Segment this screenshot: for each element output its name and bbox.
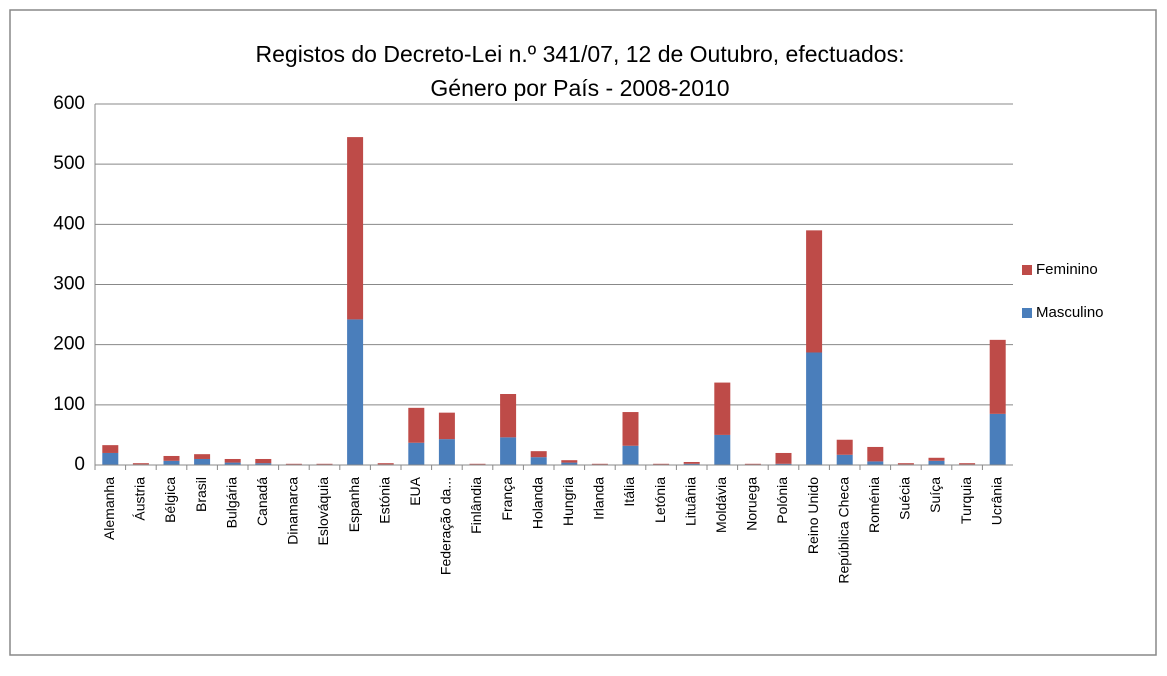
y-tick-label: 0 — [74, 454, 85, 475]
x-tick-label: Roménia — [866, 477, 882, 533]
x-tick-label: Itália — [621, 477, 637, 507]
bar-segment — [194, 454, 211, 459]
bar-segment — [989, 413, 1006, 465]
y-tick-label: 600 — [53, 93, 85, 114]
bar-segment — [255, 463, 272, 465]
x-tick-label: Irlanda — [591, 477, 607, 520]
x-tick-label: Suécia — [897, 477, 913, 520]
bar-segment — [775, 463, 792, 465]
bar-segment — [132, 463, 149, 465]
bar-segment — [989, 339, 1006, 414]
bar-segment — [591, 463, 608, 465]
x-tick-label: Eslováquia — [315, 477, 331, 546]
x-tick-label: EUA — [407, 476, 423, 505]
legend-label: Feminino — [1036, 261, 1098, 278]
bar-segment — [561, 460, 578, 463]
bar-segment — [347, 137, 364, 320]
bar-segment — [469, 463, 486, 465]
bar-segment — [622, 412, 639, 446]
bar-segment — [928, 460, 945, 465]
bar-segment — [959, 463, 976, 465]
bar-segment — [224, 458, 241, 463]
bar-segment — [285, 463, 302, 465]
bar-segment — [408, 407, 425, 443]
bar-segment — [500, 394, 517, 438]
x-tick-label: Letónia — [652, 477, 668, 523]
bar-segment — [836, 454, 853, 465]
bar-segment — [530, 451, 547, 458]
bar-segment — [102, 445, 119, 453]
x-tick-label: Estónia — [376, 477, 392, 524]
bar-segment — [408, 442, 425, 465]
bar-segment — [897, 463, 914, 465]
bar-segment — [255, 458, 272, 464]
bar-segment — [194, 458, 211, 465]
x-tick-label: Áustria — [132, 477, 148, 521]
bar-segment — [438, 439, 455, 465]
x-tick-label: Ucrânia — [988, 477, 1004, 525]
x-tick-label: Hungria — [560, 477, 576, 526]
x-tick-label: Lituânia — [682, 477, 698, 526]
bar-segment — [806, 352, 823, 465]
bar-segment — [744, 463, 761, 465]
chart-frame — [9, 9, 1157, 656]
bar-segment — [653, 463, 670, 465]
y-tick-label: 200 — [53, 334, 85, 355]
bar-segment — [224, 462, 241, 465]
x-tick-label: Moldávia — [713, 477, 729, 533]
x-tick-label: Noruega — [744, 477, 760, 531]
bar-segment — [377, 463, 394, 465]
bar-segment — [163, 460, 180, 465]
bar-segment — [561, 462, 578, 465]
bar-segment — [683, 461, 700, 464]
bar-segment — [683, 463, 700, 465]
x-tick-label: Brasil — [193, 477, 209, 512]
y-tick-label: 100 — [53, 394, 85, 415]
legend-swatch — [1022, 308, 1032, 318]
x-tick-label: Finlândia — [468, 477, 484, 534]
y-tick-label: 300 — [53, 274, 85, 295]
bar-segment — [102, 452, 119, 465]
x-tick-label: Reino Unido — [805, 477, 821, 554]
x-tick-label: Turquia — [958, 477, 974, 524]
bar-segment — [867, 461, 884, 465]
chart-title: Registos do Decreto-Lei n.º 341/07, 12 d… — [256, 41, 905, 67]
legend-label: Masculino — [1036, 304, 1104, 321]
bar-segment — [347, 319, 364, 465]
bar-segment — [438, 412, 455, 440]
x-tick-label: República Checa — [835, 477, 851, 584]
x-tick-label: Bélgica — [162, 477, 178, 523]
y-tick-label: 500 — [53, 153, 85, 174]
x-tick-label: Alemanha — [101, 477, 117, 540]
y-tick-label: 400 — [53, 213, 85, 234]
bar-segment — [928, 457, 945, 461]
bar-segment — [867, 446, 884, 462]
x-tick-label: Dinamarca — [285, 477, 301, 545]
x-tick-label: Espanha — [346, 477, 362, 532]
chart-title: Género por País - 2008-2010 — [430, 75, 729, 101]
bar-segment — [714, 382, 731, 435]
bar-segment — [775, 452, 792, 464]
x-tick-label: Polónia — [774, 477, 790, 524]
x-tick-label: Bulgária — [223, 477, 239, 529]
bar-segment — [836, 439, 853, 455]
x-tick-label: Holanda — [529, 477, 545, 529]
bar-segment — [530, 457, 547, 465]
bar-segment — [500, 437, 517, 465]
legend-swatch — [1022, 265, 1032, 275]
bar-segment — [622, 445, 639, 465]
bar-segment — [316, 463, 333, 465]
bar-segment — [163, 455, 180, 461]
x-tick-label: Canadá — [254, 477, 270, 526]
bar-segment — [806, 230, 823, 353]
x-tick-label: Federação da... — [438, 477, 454, 575]
bar-segment — [714, 434, 731, 465]
x-tick-label: Suíça — [927, 477, 943, 513]
x-tick-label: França — [499, 477, 515, 521]
